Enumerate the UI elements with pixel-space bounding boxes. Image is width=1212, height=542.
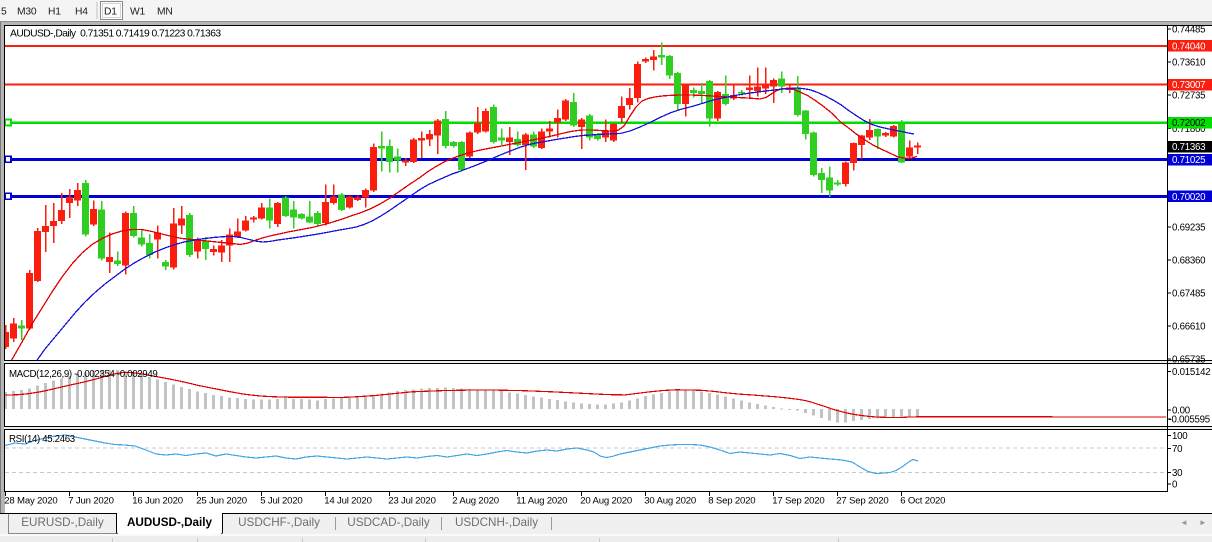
svg-text:D1: D1 (104, 7, 117, 18)
svg-text:0.74040: 0.74040 (1172, 41, 1206, 52)
svg-text:0.72735: 0.72735 (1172, 91, 1205, 102)
svg-text:6 Oct 2020: 6 Oct 2020 (900, 496, 945, 507)
svg-text:11 Aug 2020: 11 Aug 2020 (516, 496, 567, 507)
svg-text:RSI(14) 45.2463: RSI(14) 45.2463 (9, 434, 75, 445)
svg-text:0.00: 0.00 (1172, 405, 1191, 416)
svg-text:M30: M30 (17, 7, 37, 18)
svg-text:MN: MN (157, 7, 173, 18)
svg-text:AUDUSD-,Daily 0.71351 0.71419: AUDUSD-,Daily 0.71351 0.71419 0.71223 0.… (10, 29, 221, 40)
svg-text:-0.005595: -0.005595 (1169, 415, 1210, 426)
svg-text:0.73610: 0.73610 (1172, 58, 1206, 69)
svg-text:7 Jun 2020: 7 Jun 2020 (68, 496, 113, 507)
svg-text:0.71860: 0.71860 (1172, 124, 1206, 135)
svg-text:0.72002: 0.72002 (1172, 118, 1205, 129)
svg-text:17 Sep 2020: 17 Sep 2020 (772, 496, 824, 507)
svg-text:16 Jun 2020: 16 Jun 2020 (132, 496, 183, 507)
svg-text:14 Jul 2020: 14 Jul 2020 (324, 496, 371, 507)
svg-text:0.66610: 0.66610 (1172, 322, 1206, 333)
svg-text:0.015142: 0.015142 (1172, 367, 1210, 378)
svg-text:0.71363: 0.71363 (1172, 142, 1205, 153)
svg-text:23 Jul 2020: 23 Jul 2020 (388, 496, 435, 507)
svg-text:5 Jul 2020: 5 Jul 2020 (260, 496, 302, 507)
svg-text:0: 0 (1172, 479, 1178, 490)
svg-text:W1: W1 (130, 7, 146, 18)
svg-text:100: 100 (1172, 431, 1188, 442)
svg-text:H1: H1 (48, 7, 61, 18)
svg-text:70: 70 (1172, 444, 1183, 455)
svg-text:20 Aug 2020: 20 Aug 2020 (580, 496, 632, 507)
svg-text:0.73007: 0.73007 (1172, 80, 1205, 91)
svg-text:30: 30 (1172, 468, 1183, 479)
svg-text:0.74485: 0.74485 (1172, 25, 1205, 36)
svg-text:0.65735: 0.65735 (1172, 355, 1205, 366)
svg-text:30 Aug 2020: 30 Aug 2020 (644, 496, 696, 507)
svg-text:2 Aug 2020: 2 Aug 2020 (452, 496, 499, 507)
svg-text:0.70020: 0.70020 (1172, 192, 1206, 203)
svg-text:0.67485: 0.67485 (1172, 289, 1205, 300)
svg-text:0.71025: 0.71025 (1172, 155, 1205, 166)
svg-text:25 Jun 2020: 25 Jun 2020 (196, 496, 247, 507)
svg-text:MACD(12,26,9) -0.002354 -0.002: MACD(12,26,9) -0.002354 -0.002949 (9, 369, 157, 380)
svg-text:0.68360: 0.68360 (1172, 256, 1206, 267)
svg-text:0.69235: 0.69235 (1172, 223, 1205, 234)
svg-text:28 May 2020: 28 May 2020 (4, 496, 57, 507)
svg-text:H4: H4 (75, 7, 88, 18)
svg-text:8 Sep 2020: 8 Sep 2020 (708, 496, 755, 507)
svg-text:5: 5 (1, 7, 7, 18)
svg-text:27 Sep 2020: 27 Sep 2020 (836, 496, 888, 507)
